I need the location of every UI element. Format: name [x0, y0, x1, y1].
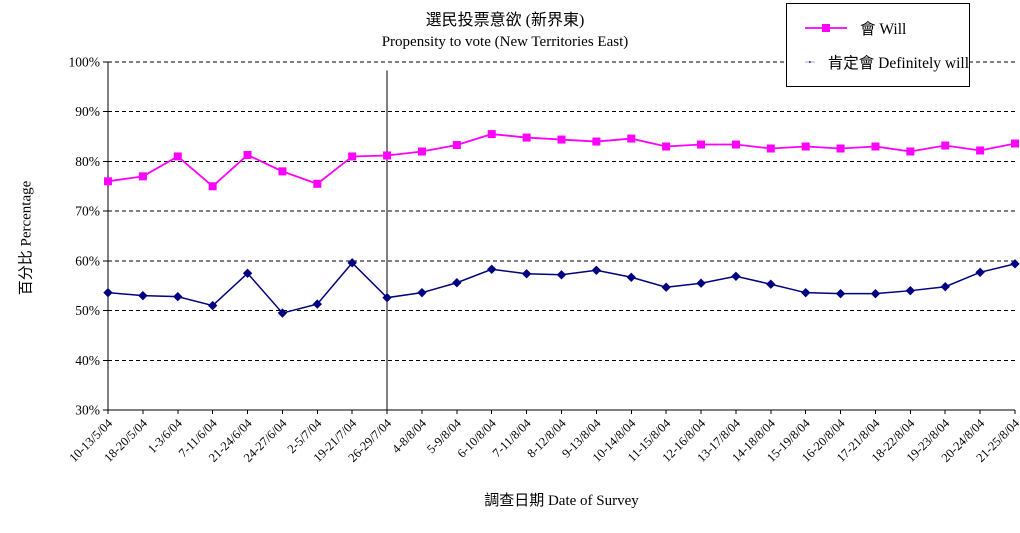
data-point: [173, 152, 182, 161]
data-point: [487, 130, 496, 139]
data-point: [696, 278, 706, 288]
data-point: [697, 140, 706, 149]
data-point: [627, 134, 636, 143]
data-point: [104, 177, 112, 186]
data-point: [522, 133, 531, 142]
data-point: [382, 292, 392, 303]
data-point: [835, 288, 846, 299]
data-point: [1011, 139, 1019, 148]
data-point: [661, 282, 671, 292]
data-point: [242, 268, 253, 278]
data-point: [383, 151, 392, 160]
data-point: [277, 308, 288, 318]
data-point: [347, 258, 357, 268]
data-point: [452, 141, 461, 150]
definitely-will-series-marker-icon: [805, 61, 815, 64]
data-point: [487, 264, 497, 275]
data-point: [800, 287, 811, 298]
y-tick-label: 100%: [69, 55, 101, 70]
data-point: [766, 144, 775, 153]
data-point: [731, 140, 740, 149]
data-point: [312, 299, 323, 309]
data-point: [871, 142, 880, 151]
y-tick-label: 60%: [75, 253, 100, 268]
data-point: [138, 172, 147, 181]
chart-title-english: Propensity to vote (New Territories East…: [381, 33, 629, 50]
data-point: [556, 270, 567, 280]
data-point: [731, 271, 741, 281]
legend-marker-shape: [808, 61, 811, 64]
data-point: [348, 152, 357, 161]
data-point: [208, 182, 217, 191]
chart-title-chinese: 選民投票意欲 (新界東): [425, 12, 585, 29]
data-point: [591, 265, 602, 276]
data-point: [313, 179, 322, 188]
legend: 會 Will 肯定會 Definitely will: [786, 3, 970, 87]
y-tick-label: 80%: [75, 154, 100, 169]
data-point: [940, 282, 950, 292]
y-axis-title: 百分比 Percentage: [18, 180, 35, 296]
data-point: [976, 146, 985, 155]
y-tick-label: 40%: [75, 353, 100, 368]
data-point: [278, 167, 287, 176]
data-point: [592, 137, 601, 146]
data-point: [870, 288, 881, 299]
data-point: [452, 278, 462, 288]
data-point: [905, 285, 916, 296]
legend-marker-shape: [822, 23, 830, 32]
legend-item-will: 會 Will: [805, 17, 969, 39]
data-point: [662, 142, 671, 151]
y-tick-label: 50%: [75, 303, 100, 318]
data-point: [626, 272, 636, 282]
data-point: [521, 269, 532, 279]
data-point: [138, 290, 148, 301]
data-point: [173, 291, 183, 302]
y-tick-label: 70%: [75, 204, 100, 219]
data-point: [975, 267, 985, 277]
data-point: [801, 142, 810, 151]
y-tick-label: 90%: [75, 104, 100, 119]
data-point: [941, 141, 950, 150]
data-point: [417, 287, 427, 298]
data-point: [557, 135, 566, 144]
y-tick-label: 30%: [75, 403, 100, 418]
data-point: [836, 144, 845, 153]
data-point: [906, 147, 915, 156]
data-point: [243, 150, 252, 159]
will-series-marker-icon: [805, 23, 847, 32]
legend-item-definitely-will: 肯定會 Definitely will: [805, 51, 969, 73]
legend-label-definitely-will: 肯定會 Definitely will: [827, 55, 969, 73]
x-axis-title: 調查日期 Date of Survey: [484, 493, 639, 509]
data-point: [417, 147, 426, 156]
x-tick-label: 4-8/8/04: [389, 416, 429, 456]
data-point: [1010, 259, 1020, 269]
chart-title: 選民投票意欲 (新界東) Propensity to vote (New Ter…: [0, 10, 1010, 52]
data-point: [103, 287, 113, 298]
legend-label-will: 會 Will: [860, 20, 907, 38]
data-point: [207, 300, 218, 311]
data-point: [766, 279, 776, 289]
